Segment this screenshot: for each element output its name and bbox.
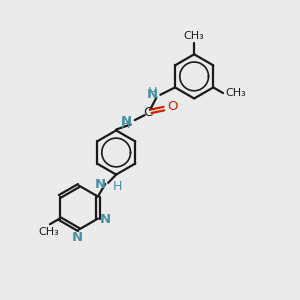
Text: CH₃: CH₃: [38, 226, 59, 237]
Text: H: H: [121, 118, 130, 131]
Text: O: O: [167, 100, 178, 113]
Text: H: H: [113, 180, 123, 193]
Text: N: N: [72, 231, 83, 244]
Text: N: N: [95, 178, 106, 191]
Text: CH₃: CH₃: [184, 31, 205, 41]
Text: N: N: [120, 115, 131, 128]
Text: H: H: [148, 86, 157, 99]
Text: C: C: [143, 106, 152, 119]
Text: N: N: [146, 88, 158, 101]
Text: N: N: [100, 213, 111, 226]
Text: CH₃: CH₃: [225, 88, 246, 98]
